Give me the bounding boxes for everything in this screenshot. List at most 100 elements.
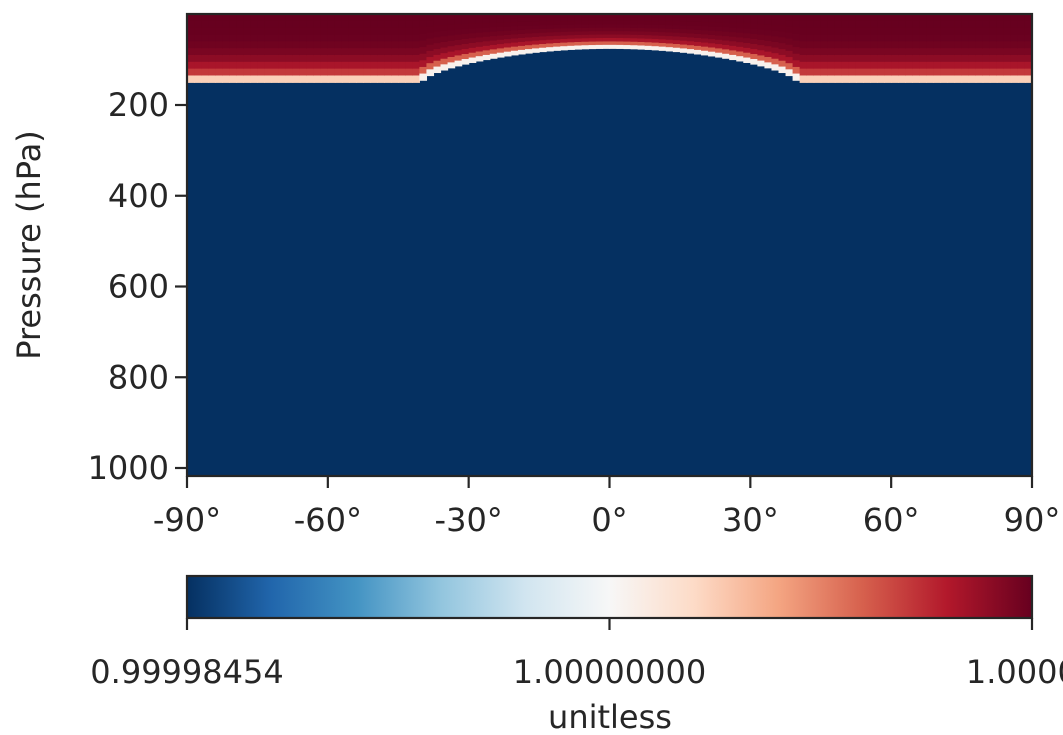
heatmap-cell — [398, 61, 406, 70]
heatmap-cell — [517, 49, 526, 55]
heatmap-cell — [729, 23, 737, 29]
heatmap-cell — [813, 14, 822, 22]
heatmap-cell — [271, 61, 280, 70]
heatmap-cell — [257, 41, 266, 49]
heatmap-cell — [447, 24, 456, 31]
heatmap-cell — [546, 14, 554, 19]
heatmap-cell — [236, 27, 244, 36]
heatmap-cell — [778, 60, 787, 68]
heatmap-cell — [391, 54, 399, 63]
heatmap-cell — [877, 54, 885, 63]
heatmap-cell — [750, 39, 758, 45]
heatmap-cell — [848, 75, 857, 83]
heatmap-cell — [806, 34, 815, 42]
heatmap-cell — [384, 75, 392, 83]
heatmap-cell — [630, 45, 639, 50]
heatmap-cell — [532, 40, 540, 46]
heatmap-cell — [208, 41, 216, 49]
heatmap-cell — [320, 75, 329, 83]
heatmap-cell — [1017, 41, 1026, 49]
heatmap-cell — [257, 61, 266, 70]
heatmap-cell — [715, 31, 723, 37]
heatmap-cell — [187, 27, 195, 36]
heatmap-cell — [905, 68, 913, 77]
heatmap-cell — [686, 37, 695, 42]
heatmap-cell — [743, 18, 751, 25]
heatmap-cell — [496, 26, 505, 32]
heatmap-cell — [595, 24, 604, 29]
heatmap-cell — [757, 24, 766, 31]
heatmap-cell — [454, 14, 463, 20]
heatmap-cell — [215, 68, 223, 77]
heatmap-cell — [708, 51, 716, 57]
heatmap-cell — [919, 61, 927, 70]
heatmap-cell — [496, 44, 505, 49]
heatmap-cell — [996, 54, 1005, 63]
heatmap-cell — [855, 34, 864, 42]
heatmap-cell — [764, 57, 773, 63]
x-tick-label: -30° — [435, 501, 503, 539]
heatmap-cell — [954, 54, 963, 63]
heatmap-cell — [187, 20, 195, 29]
y-tick-label: 400 — [108, 177, 169, 215]
heatmap-cell — [848, 41, 857, 49]
heatmap-cell — [870, 61, 878, 70]
heatmap-cell — [1010, 61, 1019, 70]
heatmap-cell — [665, 17, 674, 22]
heatmap-cell — [264, 68, 273, 77]
heatmap-cell — [496, 14, 505, 19]
heatmap-cell — [194, 41, 202, 49]
heatmap-cell — [933, 34, 942, 42]
heatmap-cell — [581, 14, 589, 19]
heatmap-cell — [637, 45, 646, 50]
heatmap-cell — [553, 32, 561, 37]
heatmap-cell — [623, 31, 632, 36]
heatmap-cell — [327, 61, 336, 70]
heatmap-cell — [398, 48, 406, 56]
heatmap-cell — [363, 41, 371, 49]
heatmap-cell — [947, 20, 956, 29]
heatmap-cell — [348, 27, 357, 36]
heatmap-cell — [341, 14, 350, 22]
heatmap-cell — [264, 75, 273, 83]
heatmap-cell — [672, 36, 681, 41]
heatmap-cell — [546, 28, 554, 34]
heatmap-cell — [616, 24, 625, 29]
heatmap-cell — [940, 61, 949, 70]
heatmap-cell — [250, 14, 259, 22]
heatmap-cell — [313, 20, 322, 29]
heatmap-cell — [827, 20, 836, 29]
heatmap-cell — [757, 34, 766, 41]
y-axis-label: Pressure (hPa) — [10, 130, 48, 360]
heatmap-cell — [447, 35, 456, 42]
heatmap-cell — [475, 18, 484, 24]
heatmap-cell — [623, 14, 632, 19]
heatmap-cell — [947, 61, 956, 70]
heatmap-cell — [616, 27, 625, 32]
heatmap-cell — [229, 34, 237, 42]
heatmap-cell — [722, 27, 730, 33]
heatmap-cell — [243, 34, 251, 42]
heatmap-cell — [658, 17, 667, 22]
heatmap-cell — [285, 20, 294, 29]
heatmap-cell — [433, 54, 442, 62]
heatmap-cell — [482, 23, 491, 29]
heatmap-cell — [750, 24, 758, 30]
heatmap-cell — [503, 34, 512, 40]
heatmap-cell — [785, 44, 794, 52]
heatmap-cell — [320, 27, 329, 36]
heatmap-cell — [701, 30, 709, 36]
heatmap-cell — [299, 41, 308, 49]
heatmap-cell — [327, 68, 336, 77]
heatmap-cell — [510, 42, 519, 48]
heatmap-cell — [412, 54, 420, 63]
heatmap-cell — [778, 43, 787, 50]
heatmap-cell — [292, 75, 301, 83]
heatmap-cell — [841, 27, 850, 36]
heatmap-cell — [989, 41, 998, 49]
heatmap-cell — [370, 54, 378, 63]
heatmap-cell — [236, 54, 244, 63]
heatmap-cell — [750, 29, 758, 35]
heatmap-cell — [1003, 61, 1012, 70]
heatmap-cell — [743, 33, 751, 39]
